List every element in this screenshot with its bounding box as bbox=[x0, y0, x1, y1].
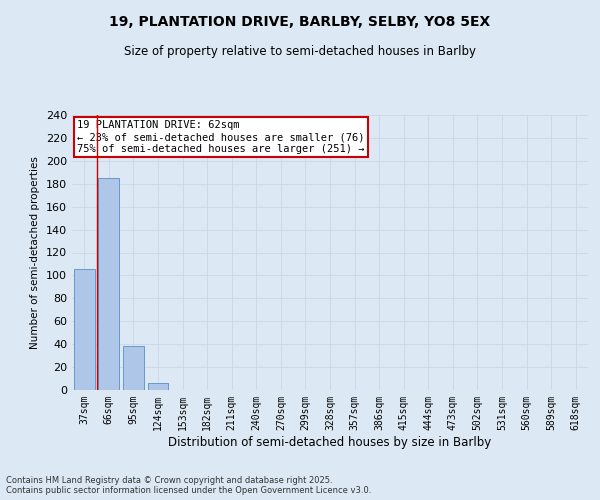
Bar bbox=[123, 346, 144, 390]
Bar bbox=[148, 383, 169, 390]
Bar bbox=[74, 268, 95, 390]
Bar bbox=[98, 178, 119, 390]
Text: 19 PLANTATION DRIVE: 62sqm
← 23% of semi-detached houses are smaller (76)
75% of: 19 PLANTATION DRIVE: 62sqm ← 23% of semi… bbox=[77, 120, 365, 154]
X-axis label: Distribution of semi-detached houses by size in Barlby: Distribution of semi-detached houses by … bbox=[169, 436, 491, 448]
Text: Size of property relative to semi-detached houses in Barlby: Size of property relative to semi-detach… bbox=[124, 45, 476, 58]
Text: Contains HM Land Registry data © Crown copyright and database right 2025.
Contai: Contains HM Land Registry data © Crown c… bbox=[6, 476, 371, 495]
Text: 19, PLANTATION DRIVE, BARLBY, SELBY, YO8 5EX: 19, PLANTATION DRIVE, BARLBY, SELBY, YO8… bbox=[109, 15, 491, 29]
Y-axis label: Number of semi-detached properties: Number of semi-detached properties bbox=[31, 156, 40, 349]
